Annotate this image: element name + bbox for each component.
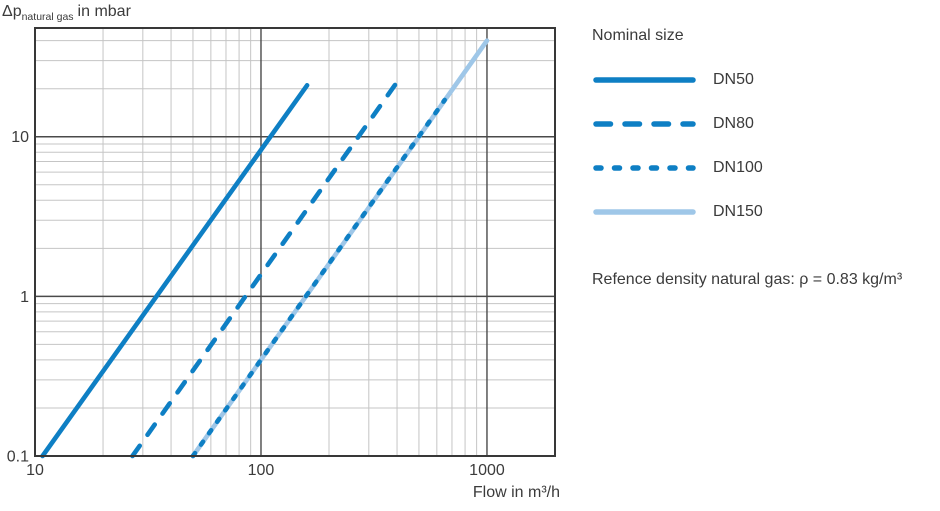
plot-frame [34,27,556,457]
legend-item-dn50: DN50 [592,70,938,90]
legend-title: Nominal size [592,27,684,44]
y-tick-label: 10 [11,129,29,146]
legend-line-sample [593,165,696,171]
legend-item-dn150: DN150 [592,202,938,222]
x-tick-labels: 10 100 1000 [26,462,505,479]
x-tick-label: 1000 [469,462,505,479]
y-axis-title-subscript: natural gas [21,11,74,24]
series-dn50-line [40,83,310,459]
legend-items: DN50 DN80 DN100 DN150 [592,70,938,222]
x-axis-title: Flow in m³/h [472,484,560,501]
grid-major [35,28,555,456]
chart-svg: 10 100 1000 0.1 1 10 [7,27,556,479]
legend-panel: Nominal size DN50 DN80 DN100 DN150 Refence … [592,26,938,289]
reference-density-note: Refence density natural gas: ρ = 0.83 kg… [592,271,903,288]
y-tick-labels: 0.1 1 10 [7,129,29,465]
legend-item-dn100: DN100 [592,158,938,178]
legend-label: DN50 [713,71,754,88]
y-axis-title-unit: in mbar [77,3,131,20]
series-dn100-line [190,97,447,459]
legend-label: DN80 [713,115,754,132]
y-tick-label: 0.1 [7,449,29,466]
legend-label: DN100 [713,159,763,176]
series-lines [40,38,490,459]
y-axis-title-main: Δp [2,3,22,20]
series-dn80-line [130,79,400,459]
legend-item-dn80: DN80 [592,114,938,134]
x-tick-label: 10 [26,462,44,479]
legend-line-sample [593,121,696,127]
x-tick-label: 100 [248,462,275,479]
grid-minor [35,28,555,456]
legend-line-sample [593,77,696,83]
y-axis-title: Δpnatural gas in mbar [2,3,131,23]
legend-line-sample [593,209,696,215]
y-tick-label: 1 [20,289,29,306]
legend-label: DN150 [713,203,763,220]
